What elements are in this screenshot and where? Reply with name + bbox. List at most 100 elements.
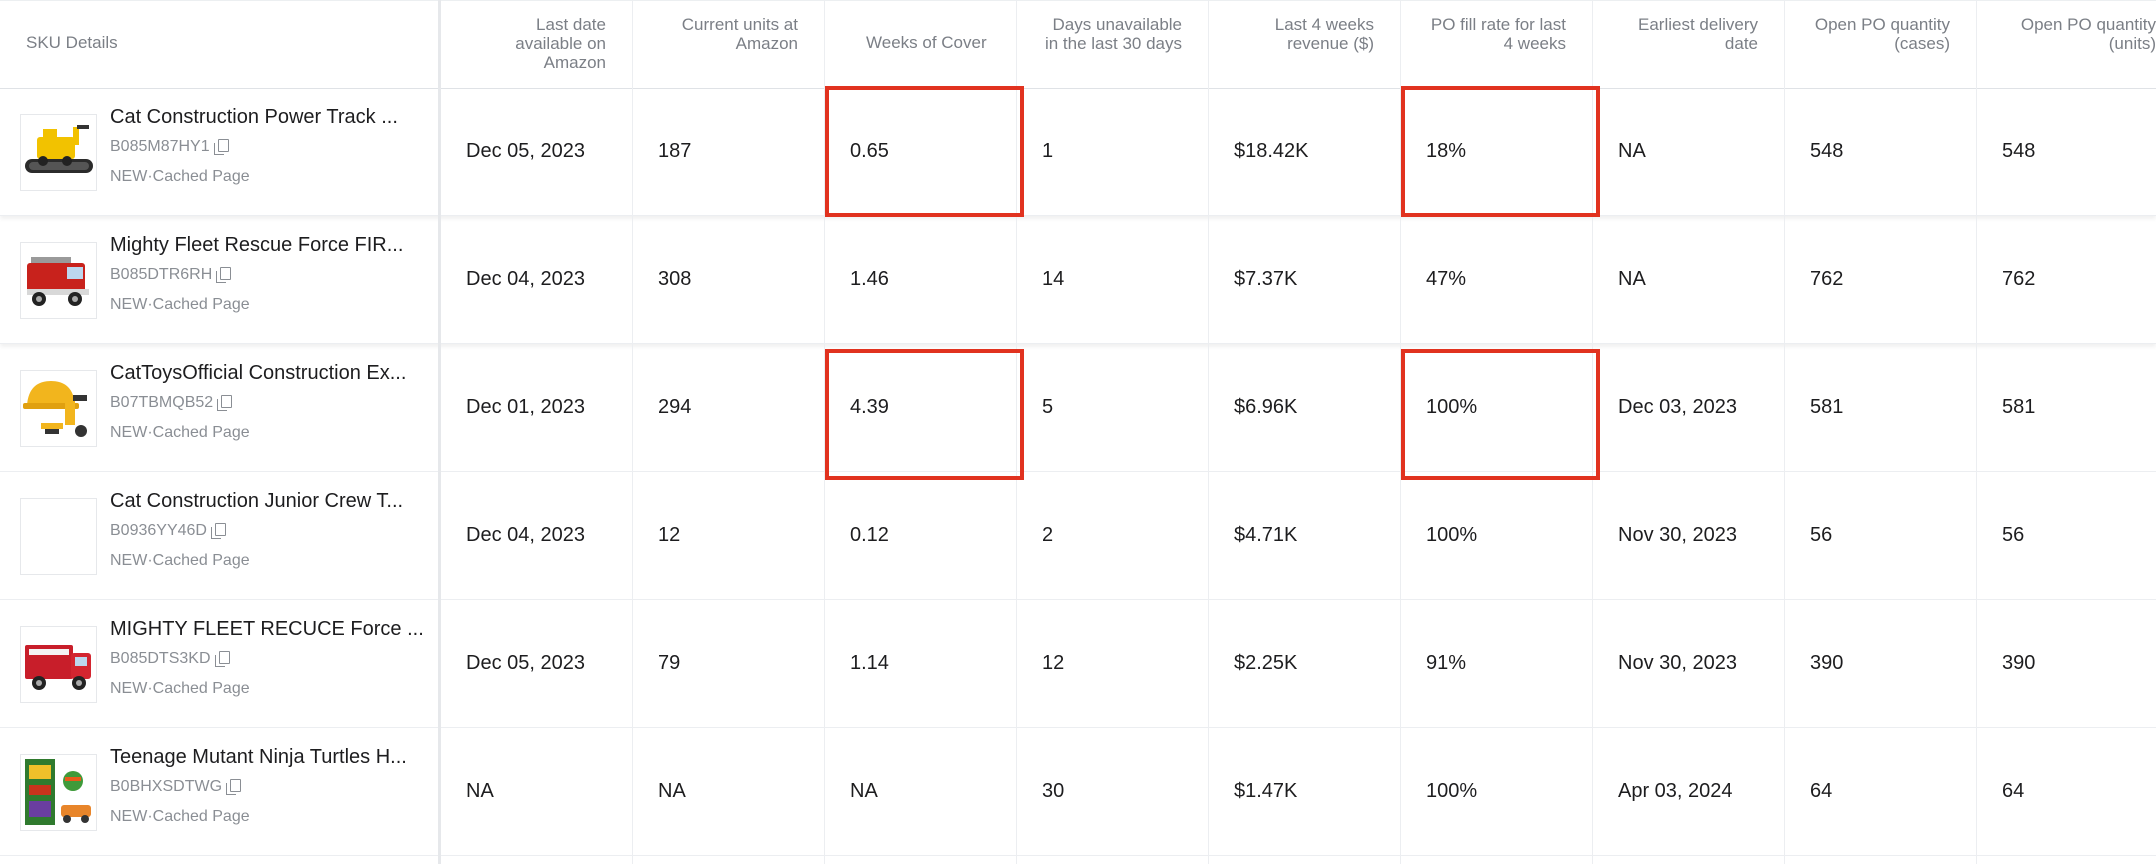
revenue-cell: $6.96K — [1234, 396, 1298, 418]
sku-title[interactable]: CatToysOfficial Construction Ex... — [110, 362, 407, 384]
column-header-open-po-cases[interactable]: Open PO quantity (cases) — [1814, 15, 1950, 53]
copy-icon[interactable] — [226, 779, 242, 795]
revenue-cell: $18.42K — [1234, 140, 1309, 162]
copy-icon[interactable] — [214, 651, 230, 667]
sku-asin: B0936YY46D — [110, 520, 226, 542]
column-header-days-unavailable[interactable]: Days unavailable in the last 30 days — [1044, 15, 1182, 53]
last-date-cell: Dec 04, 2023 — [466, 268, 585, 290]
fire-truck-thumbnail[interactable] — [20, 242, 97, 319]
asin-text: B0BHXSDTWG — [110, 778, 223, 795]
sku-asin: B07TBMQB52 — [110, 392, 233, 414]
sku-asin: B085M87HY1 — [110, 136, 229, 158]
po-cases-cell: 548 — [1810, 140, 1844, 162]
weeks-cover-cell: 1.14 — [850, 652, 889, 674]
po-cases-cell: 390 — [1810, 652, 1844, 674]
sku-title[interactable]: Teenage Mutant Ninja Turtles H... — [110, 746, 407, 768]
fill-rate-cell: 100% — [1426, 780, 1478, 802]
sku-status[interactable]: NEW·Cached Page — [110, 296, 250, 313]
table-header: SKU Details Last date available on Amazo… — [0, 0, 2156, 89]
table-row[interactable]: Mighty Fleet Rescue Force FIR... B085DTR6… — [0, 216, 2156, 344]
po-cases-cell: 581 — [1810, 396, 1844, 418]
delivery-date-cell: NA — [1618, 268, 1646, 290]
copy-icon[interactable] — [217, 395, 233, 411]
last-date-cell: Dec 05, 2023 — [466, 140, 585, 162]
delivery-date-cell: NA — [1618, 140, 1646, 162]
last-date-cell: Dec 01, 2023 — [466, 396, 585, 418]
days-unavailable-cell: 12 — [1042, 652, 1065, 674]
fill-rate-cell: 100% — [1426, 396, 1478, 418]
po-units-cell: 581 — [2002, 396, 2036, 418]
sku-status[interactable]: NEW·Cached Page — [110, 680, 250, 697]
sku-status[interactable]: NEW·Cached Page — [110, 808, 250, 825]
sku-asin: B085DTS3KD — [110, 648, 230, 670]
table-row[interactable]: Cat Construction Junior Crew T... B0936YY… — [0, 472, 2156, 600]
po-units-cell: 762 — [2002, 268, 2036, 290]
sku-asin: B085DTR6RH — [110, 264, 232, 286]
column-header-current-units[interactable]: Current units at Amazon — [681, 15, 798, 53]
column-header-weeks-of-cover[interactable]: Weeks of Cover — [866, 33, 987, 52]
column-divider — [1976, 0, 1977, 864]
weeks-cover-cell: 1.46 — [850, 268, 889, 290]
column-divider — [1592, 0, 1593, 864]
column-header-last-date-available[interactable]: Last date available on Amazon — [515, 15, 606, 72]
po-cases-cell: 56 — [1810, 524, 1833, 546]
table-row[interactable]: Cat Construction Power Track ... B085M87H… — [0, 88, 2156, 216]
column-header-revenue[interactable]: Last 4 weeks revenue ($) — [1274, 15, 1374, 53]
ninja-turtles-box-thumbnail[interactable] — [20, 754, 97, 831]
asin-text: B0936YY46D — [110, 522, 207, 539]
days-unavailable-cell: 30 — [1042, 780, 1065, 802]
delivery-date-cell: Nov 30, 2023 — [1618, 524, 1737, 546]
copy-icon[interactable] — [216, 267, 232, 283]
sku-asin: B0BHXSDTWG — [110, 776, 242, 798]
table-row[interactable]: CatToysOfficial Construction Ex... B07TBM… — [0, 344, 2156, 472]
asin-text: B07TBMQB52 — [110, 394, 214, 411]
fill-rate-cell: 18% — [1426, 140, 1467, 162]
fill-rate-cell: 91% — [1426, 652, 1467, 674]
sku-title[interactable]: Mighty Fleet Rescue Force FIR... — [110, 234, 404, 256]
column-divider — [1016, 0, 1017, 864]
sku-title[interactable]: MIGHTY FLEET RECUCE Force ... — [110, 618, 424, 640]
days-unavailable-cell: 5 — [1042, 396, 1054, 418]
sku-title[interactable]: Cat Construction Junior Crew T... — [110, 490, 404, 512]
blank-thumbnail[interactable] — [20, 498, 97, 575]
weeks-cover-cell: NA — [850, 780, 878, 802]
fill-rate-cell: 100% — [1426, 524, 1478, 546]
sku-status[interactable]: NEW·Cached Page — [110, 424, 250, 441]
po-units-cell: 548 — [2002, 140, 2036, 162]
column-divider — [1784, 0, 1785, 864]
asin-text: B085DTS3KD — [110, 650, 211, 667]
column-header-earliest-delivery[interactable]: Earliest delivery date — [1638, 15, 1758, 53]
units-cell: 12 — [658, 524, 681, 546]
po-cases-cell: 64 — [1810, 780, 1833, 802]
delivery-date-cell: Nov 30, 2023 — [1618, 652, 1737, 674]
asin-text: B085DTR6RH — [110, 266, 213, 283]
column-divider — [1208, 0, 1209, 864]
copy-icon[interactable] — [213, 139, 229, 155]
days-unavailable-cell: 2 — [1042, 524, 1054, 546]
asin-text: B085M87HY1 — [110, 138, 210, 155]
column-header-sku-details[interactable]: SKU Details — [26, 33, 118, 52]
column-divider — [824, 0, 825, 864]
units-cell: NA — [658, 780, 686, 802]
weeks-cover-cell: 4.39 — [850, 396, 889, 418]
column-header-open-po-units[interactable]: Open PO quantity (units) — [2020, 15, 2156, 53]
revenue-cell: $1.47K — [1234, 780, 1298, 802]
construction-helmet-thumbnail[interactable] — [20, 370, 97, 447]
rescue-truck-thumbnail[interactable] — [20, 626, 97, 703]
toy-train-track-thumbnail[interactable] — [20, 114, 97, 191]
delivery-date-cell: Apr 03, 2024 — [1618, 780, 1733, 802]
sku-title[interactable]: Cat Construction Power Track ... — [110, 106, 398, 128]
units-cell: 187 — [658, 140, 692, 162]
weeks-cover-cell: 0.12 — [850, 524, 889, 546]
units-cell: 294 — [658, 396, 692, 418]
copy-icon[interactable] — [210, 523, 226, 539]
sku-status[interactable]: NEW·Cached Page — [110, 552, 250, 569]
sku-status[interactable]: NEW·Cached Page — [110, 168, 250, 185]
table-row[interactable]: MIGHTY FLEET RECUCE Force ... B085DTS3KD N… — [0, 600, 2156, 728]
table-row[interactable]: Teenage Mutant Ninja Turtles H... B0BHXSD… — [0, 728, 2156, 856]
weeks-cover-cell: 0.65 — [850, 140, 889, 162]
column-header-po-fill-rate[interactable]: PO fill rate for last 4 weeks — [1430, 15, 1566, 53]
days-unavailable-cell: 14 — [1042, 268, 1065, 290]
revenue-cell: $7.37K — [1234, 268, 1298, 290]
